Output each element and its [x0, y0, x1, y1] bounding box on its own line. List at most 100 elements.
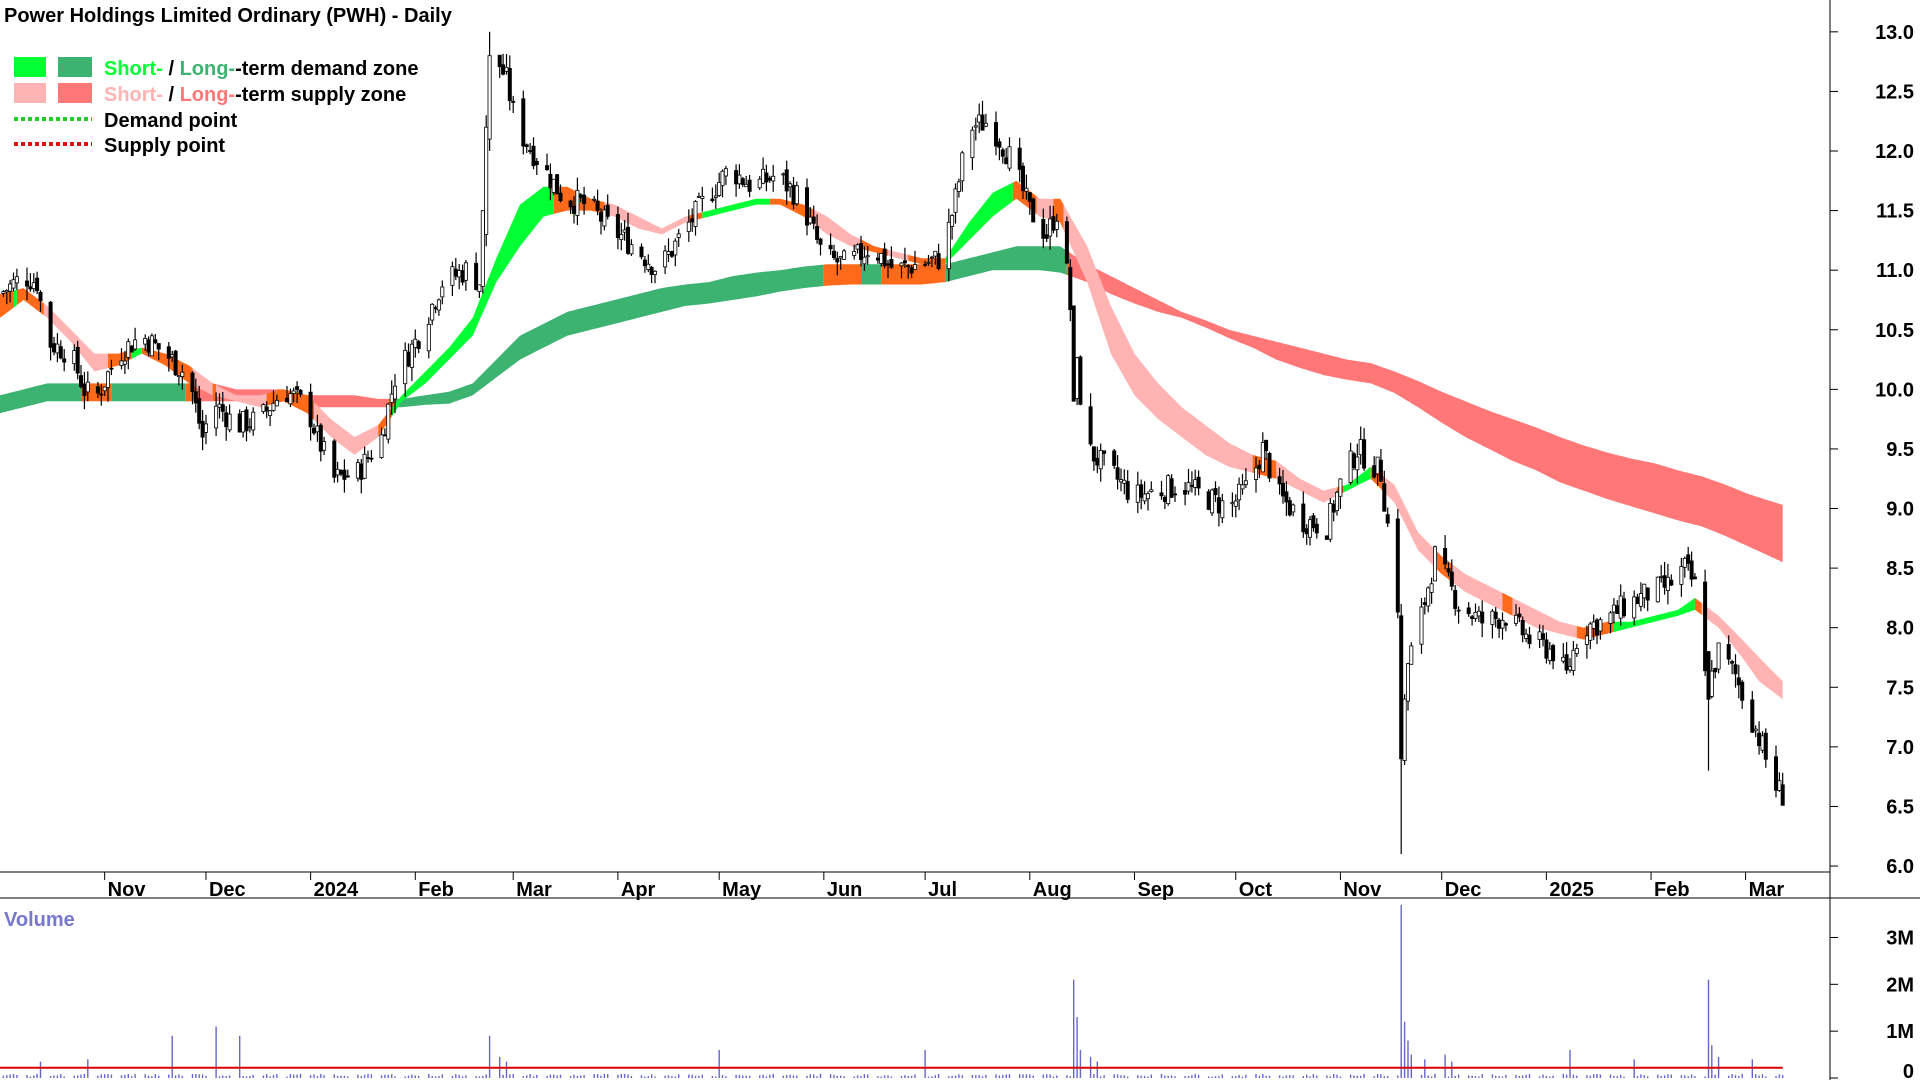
volume-tick-label-1: 2M	[1886, 974, 1914, 996]
candle-body-26	[122, 360, 127, 365]
date-tick-label-14: 2025	[1549, 879, 1594, 901]
candle-body-32	[149, 335, 154, 357]
candle-body-164	[771, 175, 776, 182]
candle-body-120	[568, 200, 573, 208]
short-term-zone-segment-22	[908, 254, 946, 265]
candle-body-134	[629, 244, 634, 255]
candle-body-278	[1311, 515, 1316, 529]
candle-body-214	[1007, 146, 1012, 169]
candle-body-332	[1568, 666, 1573, 671]
candle-body-241	[1139, 484, 1144, 498]
candle-body-210	[994, 122, 999, 147]
price-tick-label-8: 9.0	[1886, 499, 1914, 521]
candle-body-370	[1750, 699, 1755, 733]
chart-title: Power Holdings Limited Ordinary (PWH) - …	[4, 5, 453, 27]
candle-body-262	[1237, 483, 1242, 501]
candle-body-274	[1291, 504, 1296, 513]
candle-body-150	[710, 198, 715, 202]
candle-body-373	[1760, 735, 1765, 751]
short-term-zone-segment-17	[702, 198, 770, 219]
candle-body-10	[48, 301, 53, 348]
candle-body-115	[545, 165, 550, 171]
candle-body-23	[106, 371, 111, 388]
candle-body-11	[52, 343, 57, 353]
candle-body-158	[744, 183, 749, 188]
candle-body-155	[734, 170, 739, 185]
candle-body-224	[1054, 220, 1059, 230]
candle-body-149	[700, 195, 705, 199]
short-term-zone-segment-26	[1053, 198, 1064, 230]
candle-layer	[1, 31, 1785, 855]
candle-body-191	[902, 260, 907, 264]
short-term-zone-segment-8	[212, 383, 217, 397]
candle-body-310	[1466, 607, 1471, 615]
candle-body-194	[913, 264, 918, 270]
legend-demand-zone: Short- / Long--term demand zone	[104, 58, 418, 80]
candle-body-198	[933, 250, 938, 257]
candle-body-227	[1071, 305, 1076, 402]
candle-body-91	[430, 303, 435, 321]
candle-body-240	[1135, 484, 1140, 503]
candle-body-226	[1068, 267, 1073, 311]
price-tick-label-12: 7.0	[1886, 737, 1914, 759]
candle-body-40	[190, 372, 195, 393]
candle-body-299	[1409, 645, 1414, 665]
short-term-zone-segment-11	[314, 402, 379, 455]
candle-body-73	[342, 469, 347, 480]
candle-body-231	[1091, 446, 1096, 462]
candle-body-341	[1611, 604, 1616, 613]
candle-body-290	[1372, 465, 1377, 478]
candle-body-322	[1520, 620, 1525, 636]
candle-body-216	[1021, 165, 1026, 191]
candle-body-151	[713, 195, 718, 198]
legend-supply-point: Supply point	[104, 135, 225, 157]
candle-body-7	[31, 282, 36, 290]
candle-body-320	[1514, 614, 1519, 624]
date-tick-label-10: Sep	[1137, 879, 1174, 901]
candle-body-60	[284, 397, 289, 403]
candle-body-306	[1446, 568, 1451, 573]
date-tick-label-3: Feb	[418, 879, 454, 901]
candle-body-223	[1051, 216, 1056, 231]
candle-body-51	[241, 410, 246, 433]
candle-body-323	[1524, 633, 1529, 639]
candle-body-131	[619, 234, 624, 240]
price-tick-label-2: 12.0	[1875, 141, 1914, 163]
candle-body-284	[1338, 478, 1343, 497]
candle-body-101	[477, 284, 482, 292]
candle-body-233	[1098, 449, 1103, 470]
candle-body-248	[1169, 478, 1174, 498]
candle-body-228	[1075, 357, 1080, 399]
candle-body-243	[1146, 493, 1151, 500]
candle-body-132	[622, 229, 627, 233]
candle-body-121	[572, 205, 577, 214]
candle-body-263	[1240, 484, 1245, 490]
candle-body-354	[1669, 579, 1674, 586]
candle-body-136	[642, 259, 647, 267]
candle-body-204	[960, 152, 965, 182]
candle-body-265	[1254, 467, 1259, 480]
candle-body-270	[1277, 476, 1282, 485]
candle-body-181	[855, 244, 860, 250]
candle-body-167	[788, 183, 793, 188]
candle-body-232	[1095, 457, 1100, 466]
short-term-zone-segment-19	[813, 209, 861, 249]
candle-body-207	[977, 114, 982, 123]
candle-body-106	[501, 64, 506, 75]
date-tick-label-6: May	[722, 879, 762, 901]
candle-body-338	[1595, 619, 1600, 636]
candle-body-113	[531, 145, 536, 167]
candle-body-328	[1547, 648, 1552, 661]
candle-body-186	[879, 252, 884, 264]
candle-body-46	[217, 403, 222, 408]
date-tick-label-1: Dec	[209, 879, 246, 901]
candle-body-96	[453, 268, 458, 277]
candle-body-294	[1385, 514, 1390, 524]
candle-body-160	[757, 178, 762, 189]
candle-body-75	[355, 462, 360, 479]
short-term-zone-segment-25	[1036, 196, 1054, 221]
short-term-zone-segment-1	[13, 289, 17, 308]
candle-body-282	[1331, 503, 1336, 513]
candle-body-286	[1351, 453, 1356, 469]
candle-body-376	[1777, 780, 1782, 791]
